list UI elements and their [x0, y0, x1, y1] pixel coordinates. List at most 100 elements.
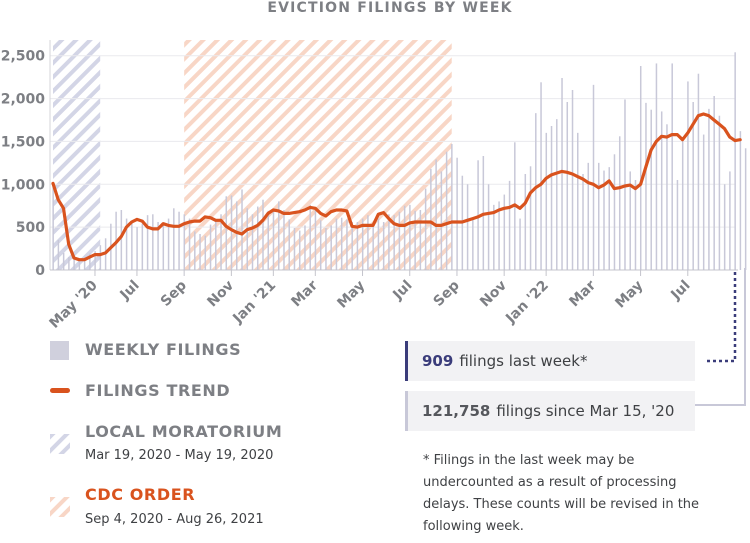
weekly-bar: [687, 81, 689, 270]
weekly-bar: [618, 136, 621, 270]
weekly-bar: [540, 82, 542, 271]
weekly-bar: [372, 222, 374, 270]
weekly-bar: [708, 108, 710, 270]
local-moratorium-swatch: [50, 434, 70, 454]
local-moratorium-label: LOCAL MORATORIUM: [85, 422, 283, 441]
weekly-bar: [367, 215, 369, 270]
weekly-bar: [556, 119, 558, 271]
cdc-order-band: [184, 40, 452, 270]
weekly-bar: [283, 210, 285, 270]
weekly-bar: [178, 211, 180, 270]
weekly-bar: [298, 230, 301, 270]
x-tick-label: May: [334, 278, 368, 312]
weekly-bar: [94, 251, 96, 270]
weekly-bar: [215, 221, 217, 270]
weekly-bar: [325, 228, 327, 270]
weekly-bar: [634, 180, 637, 270]
x-tick-label: Jan '21: [229, 278, 279, 328]
local-moratorium-dates: Mar 19, 2020 - May 19, 2020: [85, 448, 274, 463]
weekly-bar: [241, 189, 243, 270]
weekly-bar: [456, 157, 458, 270]
weekly-bar: [209, 224, 212, 270]
weekly-bar: [587, 162, 590, 270]
x-tick-label: May: [612, 278, 646, 312]
weekly-bar: [388, 214, 390, 270]
weekly-bar: [729, 171, 731, 270]
weekly-bar: [692, 102, 694, 270]
x-tick-label: Nov: [204, 278, 237, 311]
weekly-bar: [340, 217, 343, 270]
since-text: filings since Mar 15, '20: [496, 402, 675, 420]
filings-trend-label: FILINGS TREND: [85, 381, 231, 400]
y-tick-label: 1,500: [1, 134, 46, 150]
weekly-bar: [666, 124, 668, 271]
weekly-bar: [199, 234, 201, 270]
weekly-bar: [220, 214, 222, 270]
weekly-bar: [660, 111, 663, 270]
weekly-bar: [535, 113, 537, 271]
footnote: * Filings in the last week may be underc…: [423, 453, 700, 534]
weekly-bar: [52, 184, 54, 270]
filings-trend-swatch: [50, 388, 70, 393]
weekly-bar: [293, 228, 296, 270]
weekly-bar: [230, 195, 233, 270]
weekly-bar: [645, 102, 647, 270]
weekly-bar: [498, 201, 500, 270]
weekly-bar: [236, 201, 238, 270]
weekly-bar: [739, 131, 742, 270]
weekly-bar: [146, 215, 149, 270]
weekly-bar: [603, 170, 605, 270]
weekly-bar: [487, 184, 490, 270]
weekly-bar: [419, 210, 422, 270]
cdc-order-label: CDC ORDER: [85, 485, 196, 504]
weekly-bar: [120, 210, 123, 270]
weekly-bar: [734, 52, 736, 271]
x-tick-label: Jul: [389, 278, 415, 304]
weekly-bar: [435, 159, 437, 270]
weekly-bar: [288, 219, 290, 270]
weekly-bar: [655, 63, 658, 270]
weekly-bar: [157, 222, 159, 270]
weekly-bar: [125, 218, 128, 270]
weekly-bar: [393, 215, 395, 270]
y-tick-label: 1,000: [1, 177, 46, 193]
weekly-bar: [403, 205, 406, 270]
y-tick-label: 2,000: [1, 92, 46, 108]
weekly-bar: [68, 257, 70, 270]
weekly-bar: [561, 78, 563, 270]
weekly-bar: [671, 63, 673, 270]
y-tick-label: 500: [16, 220, 45, 236]
x-tick-label: Sep: [158, 278, 190, 310]
weekly-bar: [335, 218, 338, 270]
weekly-bar: [277, 201, 280, 270]
weekly-bar: [377, 218, 380, 270]
y-tick-label: 2,500: [1, 49, 46, 65]
cdc-order-dates: Sep 4, 2020 - Aug 26, 2021: [85, 512, 264, 527]
weekly-bar: [466, 184, 469, 270]
weekly-bar: [183, 214, 186, 270]
weekly-bar: [251, 214, 254, 270]
weekly-bar: [62, 252, 65, 270]
weekly-bar: [309, 204, 311, 270]
weekly-bar: [188, 218, 191, 270]
weekly-bar: [571, 90, 574, 270]
weekly-bar: [361, 218, 364, 270]
last-week-connector: [705, 272, 737, 363]
weekly-bar: [304, 225, 306, 270]
weekly-bar: [424, 188, 427, 270]
weekly-bar: [650, 109, 652, 270]
y-tick-label: 0: [35, 263, 45, 279]
weekly-bar: [83, 257, 86, 270]
weekly-bar: [508, 180, 511, 270]
weekly-bar: [346, 219, 348, 270]
weekly-bar: [162, 223, 165, 270]
weekly-bar: [524, 174, 527, 270]
weekly-bar: [99, 245, 102, 270]
weekly-bar: [697, 73, 700, 270]
weekly-bar: [582, 174, 584, 270]
x-tick-label: Jul: [667, 278, 693, 304]
x-tick-label: Sep: [431, 278, 463, 310]
weekly-bar: [592, 84, 595, 270]
x-tick-label: Jul: [117, 278, 143, 304]
